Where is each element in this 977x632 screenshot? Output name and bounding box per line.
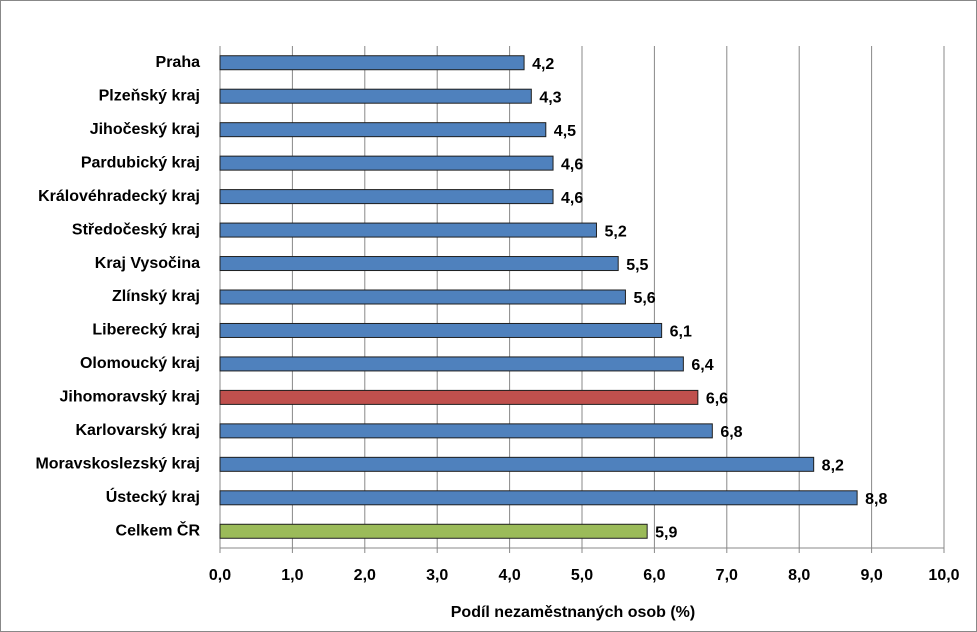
y-tick-label: Praha [156, 54, 201, 71]
x-tick-label: 9,0 [860, 567, 882, 584]
x-tick-label: 2,0 [354, 567, 376, 584]
x-tick-label: 1,0 [281, 567, 303, 584]
y-tick-label: Kraj Vysočina [95, 255, 200, 272]
y-tick-label: Ústecký kraj [106, 487, 200, 506]
bar [219, 423, 713, 439]
bar [219, 490, 858, 506]
data-label: 4,3 [539, 89, 561, 106]
bar [219, 523, 648, 539]
y-tick-label: Celkem ČR [116, 520, 201, 539]
bar [219, 155, 554, 171]
bar [219, 189, 554, 205]
x-tick-label: 7,0 [716, 567, 738, 584]
y-tick-label: Středočeský kraj [72, 221, 200, 238]
data-label: 5,2 [604, 223, 626, 240]
x-tick-label: 4,0 [498, 567, 520, 584]
data-label: 4,2 [532, 56, 554, 73]
bar [219, 456, 815, 472]
bar [219, 88, 532, 104]
y-tick-label: Pardubický kraj [81, 154, 200, 171]
data-label: 6,1 [670, 324, 692, 341]
bar [219, 356, 684, 372]
bar [219, 122, 547, 138]
x-tick-label: 8,0 [788, 567, 810, 584]
bar [219, 389, 699, 405]
y-tick-label: Plzeňský kraj [99, 87, 200, 104]
y-tick-label: Moravskoslezský kraj [35, 456, 200, 473]
y-tick-label: Karlovarský kraj [75, 422, 200, 439]
data-label: 6,6 [706, 391, 728, 408]
data-label: 6,8 [720, 424, 742, 441]
data-label: 6,4 [691, 357, 713, 374]
y-tick-label: Liberecký kraj [92, 322, 200, 339]
data-label: 5,6 [633, 290, 655, 307]
x-tick-label: 10,0 [928, 567, 959, 584]
bar [219, 289, 626, 305]
bar [219, 222, 597, 238]
y-tick-label: Zlínský kraj [112, 288, 200, 305]
bar [219, 256, 619, 272]
x-tick-label: 5,0 [571, 567, 593, 584]
x-tick-label: 0,0 [209, 567, 231, 584]
data-label: 5,9 [655, 524, 677, 541]
x-tick-label: 6,0 [643, 567, 665, 584]
y-tick-label: Jihomoravský kraj [59, 389, 200, 406]
x-tick-label: 3,0 [426, 567, 448, 584]
data-label: 8,8 [865, 491, 887, 508]
y-tick-label: Jihočeský kraj [90, 121, 200, 138]
data-label: 5,5 [626, 257, 648, 274]
y-tick-label: Olomoucký kraj [80, 355, 200, 372]
x-axis-title: Podíl nezaměstnaných osob (%) [451, 604, 695, 621]
data-label: 8,2 [822, 458, 844, 475]
data-label: 4,6 [561, 190, 583, 207]
y-tick-label: Královéhradecký kraj [38, 188, 200, 205]
bar [219, 322, 663, 338]
data-label: 4,6 [561, 156, 583, 173]
bar [219, 55, 525, 71]
data-label: 4,5 [554, 123, 576, 140]
